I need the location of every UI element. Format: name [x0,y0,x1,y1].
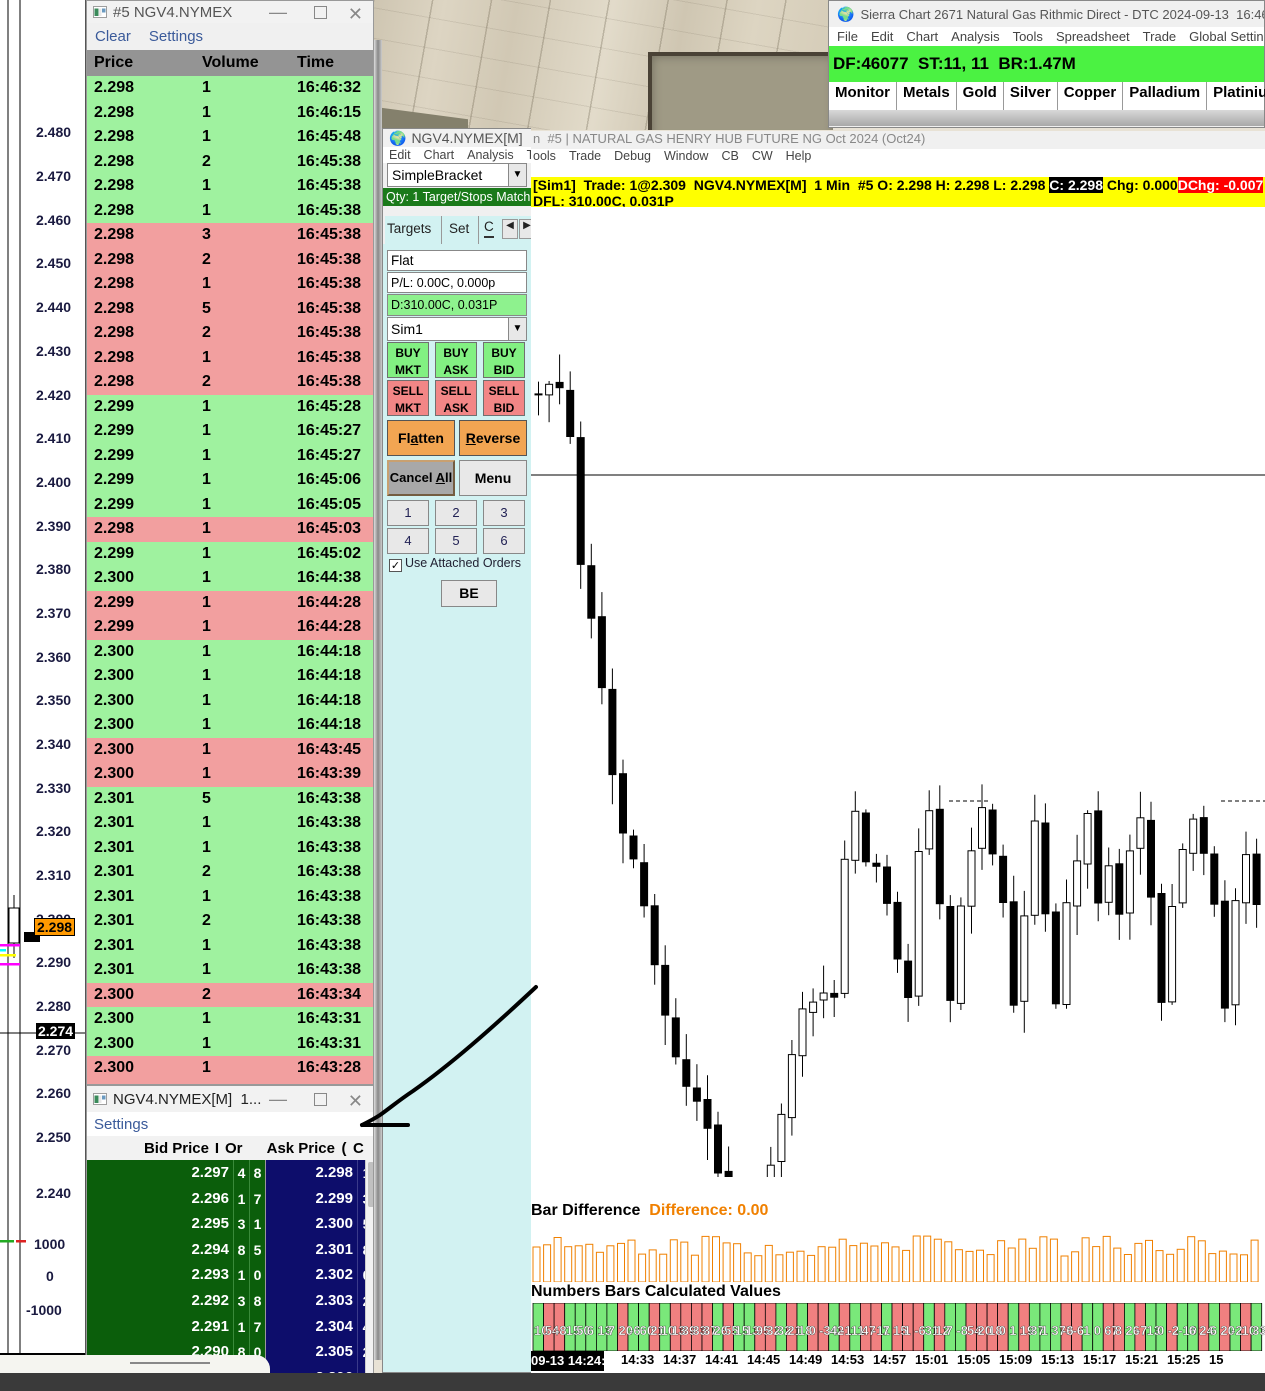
svg-text:33: 33 [1252,1323,1265,1338]
svg-text:7: 7 [883,1323,890,1338]
svg-text:6: 6 [1210,1323,1217,1338]
svg-text:1: 1 [1083,1323,1090,1338]
svg-text:6: 6 [587,1323,594,1338]
svg-text:1: 1 [1041,1323,1048,1338]
svg-text:1: 1 [1009,1323,1016,1338]
svg-text:0: 0 [809,1323,816,1338]
svg-text:7: 7 [608,1323,615,1338]
svg-text:0: 0 [999,1323,1006,1338]
svg-text:1: 1 [904,1323,911,1338]
svg-text:7: 7 [946,1323,953,1338]
svg-text:0: 0 [1157,1323,1164,1338]
svg-text:0: 0 [1094,1323,1101,1338]
svg-text:8: 8 [1115,1323,1122,1338]
svg-text:6: 6 [1189,1323,1196,1338]
